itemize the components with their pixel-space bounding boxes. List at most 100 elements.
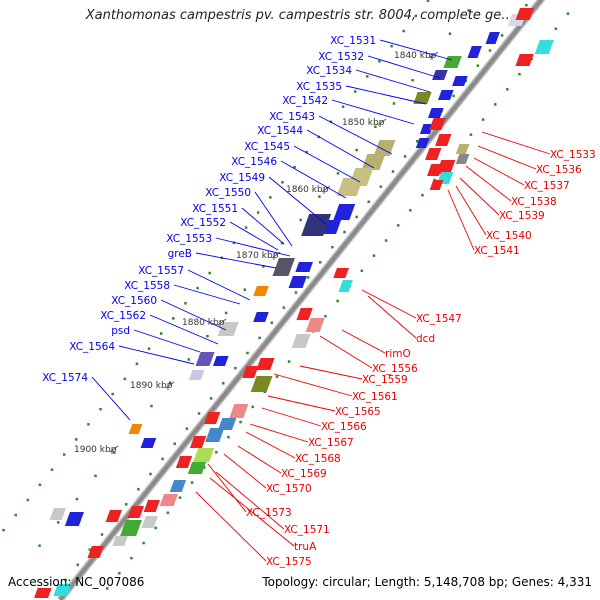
plus-gene-label[interactable]: XC_1534 <box>306 65 352 77</box>
leader-line <box>149 314 219 345</box>
plus-gene-label[interactable]: XC_1574 <box>42 372 88 384</box>
gene-feature <box>250 376 273 392</box>
tick-label: 1850 kbp <box>342 118 385 128</box>
gene-feature <box>295 262 313 272</box>
tick-dot <box>76 563 79 567</box>
minus-gene-label[interactable]: XC_1571 <box>284 524 330 536</box>
plus-gene-label[interactable]: XC_1543 <box>269 111 315 123</box>
tick-dot <box>391 170 395 173</box>
tick-mark <box>109 445 119 453</box>
tick-dot <box>384 239 388 242</box>
tick-dot <box>282 306 286 309</box>
minus-gene-label[interactable]: XC_1547 <box>416 313 462 325</box>
leader-line <box>341 329 386 354</box>
tick-dot <box>178 496 182 499</box>
tick-dot <box>426 0 430 3</box>
minus-gene-label[interactable]: XC_1539 <box>499 210 545 222</box>
plus-gene-label[interactable]: XC_1553 <box>166 233 212 245</box>
minus-gene-label[interactable]: XC_1538 <box>511 196 557 208</box>
plus-gene-label[interactable]: XC_1532 <box>318 51 364 63</box>
tick-dot <box>409 209 412 212</box>
minus-gene-label[interactable]: dcd <box>416 333 435 345</box>
plus-gene-label[interactable]: XC_1545 <box>244 141 290 153</box>
minus-gene-label[interactable]: XC_1565 <box>335 406 381 418</box>
tick-dot <box>62 453 66 456</box>
plus-gene-label[interactable]: XC_1557 <box>138 265 184 277</box>
plus-gene-label[interactable]: XC_1558 <box>124 280 170 292</box>
features <box>34 8 554 598</box>
gene-feature <box>53 584 72 596</box>
gene-feature <box>467 46 482 58</box>
plus-gene-label[interactable]: XC_1550 <box>205 187 251 199</box>
leader-line <box>379 39 453 61</box>
plus-gene-label[interactable]: XC_1546 <box>231 156 277 168</box>
gene-feature <box>217 322 239 336</box>
plus-gene-label[interactable]: XC_1542 <box>282 95 328 107</box>
gene-feature <box>515 54 534 66</box>
minus-gene-label[interactable]: XC_1573 <box>246 507 292 519</box>
gene-feature <box>427 108 444 118</box>
plus-gene-label[interactable]: XC_1544 <box>257 125 303 137</box>
gene-feature <box>189 436 207 448</box>
tick-mark <box>217 318 227 326</box>
gene-feature <box>175 456 193 468</box>
plus-gene-label[interactable]: XC_1564 <box>69 341 115 353</box>
plus-gene-label[interactable]: XC_1552 <box>180 217 226 229</box>
tick-dot <box>123 377 127 381</box>
leader-line <box>207 463 247 513</box>
plus-gene-label[interactable]: XC_1562 <box>100 310 146 322</box>
plus-gene-label[interactable]: psd <box>111 325 130 337</box>
gene-feature <box>253 286 269 296</box>
minus-gene-label[interactable]: XC_1567 <box>308 437 354 449</box>
minus-gene-label[interactable]: rimO <box>385 348 411 360</box>
tick-dot <box>112 451 116 454</box>
tick-dot <box>168 381 172 385</box>
plus-gene-label[interactable]: XC_1535 <box>296 81 342 93</box>
gene-feature <box>333 268 349 278</box>
tick-dot <box>206 334 209 338</box>
leader-line <box>254 191 293 247</box>
gene-feature <box>333 204 356 220</box>
minus-gene-label[interactable]: XC_1540 <box>486 230 532 242</box>
plus-gene-label[interactable]: XC_1531 <box>330 35 376 47</box>
tick-label: 1900 kbp <box>74 445 117 455</box>
tick-dot <box>467 9 470 12</box>
minus-gene-label[interactable]: XC_1559 <box>362 374 408 386</box>
minus-gene-label[interactable]: XC_1556 <box>372 363 418 375</box>
tick-dot <box>275 375 279 378</box>
minus-gene-label[interactable]: XC_1533 <box>550 149 596 161</box>
plus-gene-label[interactable]: XC_1549 <box>219 172 265 184</box>
gene-feature <box>296 308 313 320</box>
minus-gene-label[interactable]: XC_1566 <box>321 421 367 433</box>
tick-dot <box>379 185 383 188</box>
gene-feature <box>443 56 462 68</box>
gene-feature <box>112 536 128 546</box>
minus-gene-label[interactable]: XC_1537 <box>524 180 570 192</box>
gene-feature <box>534 40 554 54</box>
leader-line <box>241 207 285 245</box>
minus-gene-label[interactable]: XC_1575 <box>266 556 312 568</box>
plus-gene-label[interactable]: XC_1560 <box>111 295 157 307</box>
accession-text: Accession: NC_007086 <box>8 575 145 589</box>
tick-label: 1880 kbp <box>182 318 225 328</box>
minus-gene-label[interactable]: truA <box>294 541 317 553</box>
leader-line <box>481 131 551 155</box>
minus-gene-label[interactable]: XC_1536 <box>536 164 582 176</box>
tick-dot <box>269 196 272 199</box>
minus-gene-label[interactable]: XC_1568 <box>295 453 341 465</box>
tick-dot <box>287 360 291 363</box>
gene-feature <box>426 164 444 176</box>
leader-line <box>477 145 537 170</box>
tick-label: 1870 kbp <box>236 251 279 261</box>
gene-feature <box>141 516 158 528</box>
minus-gene-label[interactable]: XC_1541 <box>474 245 520 257</box>
tick-dot <box>262 265 265 268</box>
minus-gene-label[interactable]: XC_1569 <box>281 468 327 480</box>
gene-labels: XC_1531 XC_1532 XC_1534 XC_1535 XC_1542 XC_15… <box>42 35 595 568</box>
minus-gene-label[interactable]: XC_1561 <box>352 391 398 403</box>
minus-gene-label[interactable]: XC_1570 <box>266 483 312 495</box>
plus-gene-label[interactable]: XC_1551 <box>192 203 238 215</box>
tick-dot <box>336 299 339 303</box>
plus-gene-label[interactable]: greB <box>168 248 192 260</box>
